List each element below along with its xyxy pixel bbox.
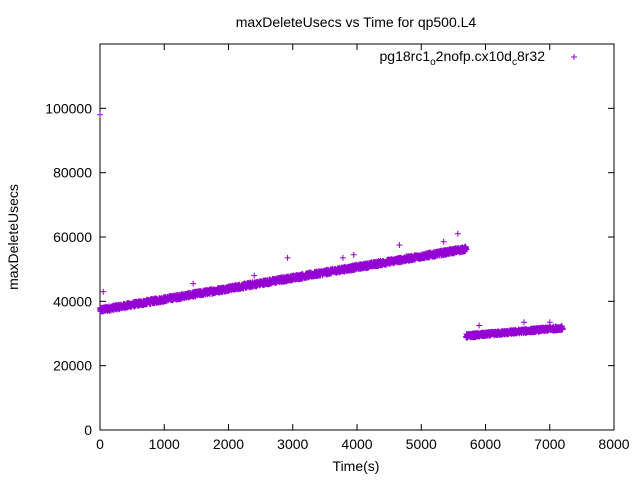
legend-marker-symbol bbox=[571, 54, 577, 60]
x-axis-label: Time(s) bbox=[333, 458, 380, 474]
data-point-outlier bbox=[476, 322, 483, 329]
legend-label-sub1: o bbox=[430, 57, 436, 68]
y-axis: 0 20000 40000 60000 80000 100000 bbox=[45, 100, 614, 438]
x-tick-label: 2000 bbox=[213, 436, 244, 452]
data-point-outlier bbox=[440, 238, 447, 245]
chart-title: maxDeleteUsecs vs Time for qp500.L4 bbox=[236, 14, 477, 30]
x-tick-label: 3000 bbox=[277, 436, 308, 452]
data-point-outlier bbox=[396, 242, 403, 248]
legend-label: pg18rc1o2nofp.cx10dc8r32 bbox=[380, 48, 546, 68]
y-tick-label: 0 bbox=[84, 422, 92, 438]
data-point-outlier bbox=[100, 288, 107, 295]
x-tick-label: 8000 bbox=[598, 436, 629, 452]
data-point-outlier bbox=[251, 272, 258, 279]
plot-area bbox=[97, 43, 615, 431]
data-point-outlier bbox=[350, 251, 357, 258]
y-tick-label: 40000 bbox=[53, 293, 92, 309]
x-tick-label: 6000 bbox=[470, 436, 501, 452]
data-point bbox=[559, 325, 566, 332]
data-point-outlier bbox=[339, 254, 346, 261]
plot-frame bbox=[99, 43, 615, 431]
y-axis-label: maxDeleteUsecs bbox=[5, 184, 21, 290]
y-tick-label: 20000 bbox=[53, 358, 92, 374]
data-point-outlier bbox=[284, 254, 291, 261]
x-tick-label: 7000 bbox=[534, 436, 565, 452]
legend-label-mid: 2nofp.cx10d bbox=[436, 48, 512, 64]
x-tick-label: 5000 bbox=[406, 436, 437, 452]
legend: pg18rc1o2nofp.cx10dc8r32 bbox=[380, 48, 577, 68]
x-axis: 0 1000 2000 3000 4000 5000 6000 7000 8000 bbox=[96, 44, 630, 452]
x-tick-label: 4000 bbox=[341, 436, 372, 452]
data-point-outlier bbox=[521, 319, 527, 326]
data-point-outlier bbox=[97, 111, 103, 118]
data-point bbox=[463, 246, 470, 253]
data-point-outlier bbox=[190, 280, 197, 287]
y-tick-label: 100000 bbox=[45, 100, 92, 116]
legend-marker bbox=[571, 54, 577, 60]
legend-label-tail: 8r32 bbox=[517, 48, 545, 64]
legend-label-sub2: c bbox=[512, 57, 517, 68]
y-tick-label: 60000 bbox=[53, 229, 92, 245]
data-point-outlier bbox=[454, 230, 461, 237]
x-tick-label: 0 bbox=[96, 436, 104, 452]
legend-label-base: pg18rc1 bbox=[380, 48, 431, 64]
y-tick-label: 80000 bbox=[53, 165, 92, 181]
data-points bbox=[97, 111, 566, 341]
x-tick-label: 1000 bbox=[149, 436, 180, 452]
data-point-outlier bbox=[546, 319, 553, 326]
